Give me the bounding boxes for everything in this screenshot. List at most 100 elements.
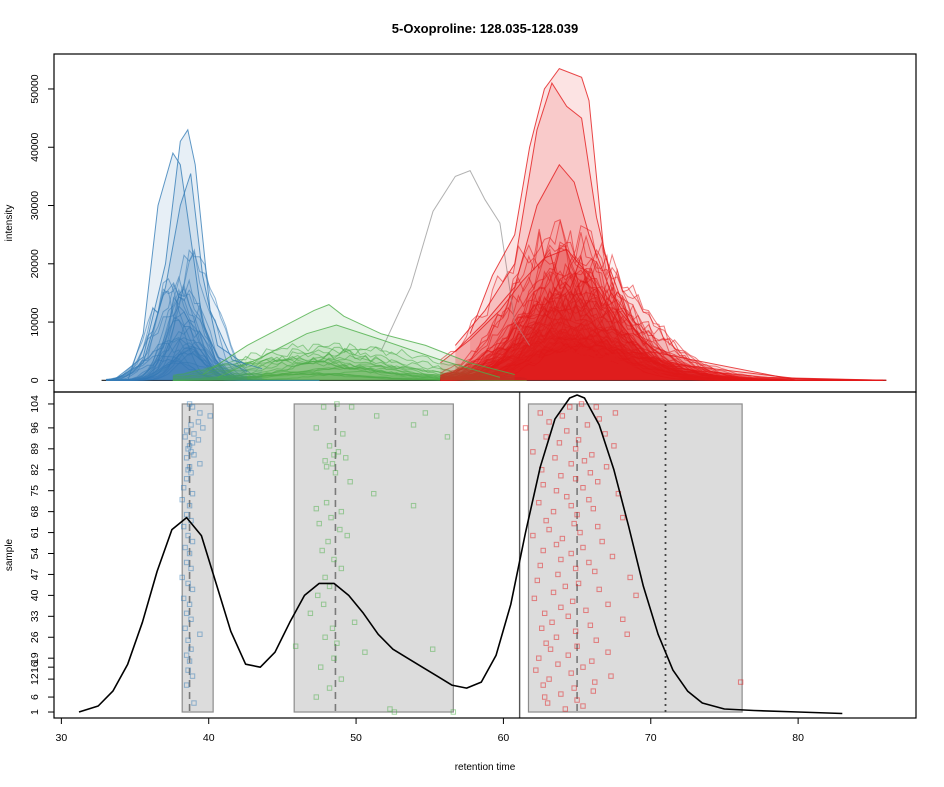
sample-point [292, 643, 299, 649]
sample-point [323, 464, 330, 470]
sample-point [562, 583, 569, 590]
sample-y-tick-label: 40 [29, 589, 41, 601]
sample-point [323, 499, 330, 506]
sample-point [571, 685, 577, 691]
intensity-trace-group1-fill [106, 343, 320, 381]
sample-point [555, 571, 561, 578]
sample-point [543, 517, 549, 524]
intensity-trace-group3-fill [440, 288, 883, 381]
sample-point [183, 476, 190, 482]
sample-point [429, 646, 436, 652]
intensity-peak-trace [202, 304, 515, 375]
sample-point [410, 502, 417, 509]
sample-point [595, 523, 601, 530]
intensity-trace-group1-fill [106, 290, 320, 381]
intensity-trace-group3-fill [440, 329, 883, 381]
intensity-peak-trace-fill [113, 129, 263, 381]
sample-point [737, 679, 744, 685]
sample-y-tick-label: 104 [29, 395, 41, 413]
intensity-trace-group3-fill [440, 220, 883, 381]
sample-point [577, 529, 583, 536]
intensity-trace-group1-fill [106, 311, 320, 381]
sample-point [344, 532, 350, 539]
intensity-trace-group3-fill [440, 295, 883, 381]
peak-region-box [527, 403, 743, 713]
intensity-trace-group1-fill [106, 280, 320, 381]
sample-point [531, 595, 538, 602]
sample-point [180, 523, 187, 530]
sample-point [583, 607, 589, 614]
intensity-trace-group3-fill [440, 337, 883, 381]
sample-point [186, 550, 193, 557]
intensity-trace-group1-fill [106, 305, 320, 381]
sample-point [537, 562, 543, 569]
chart-title: 5-Oxoproline: 128.035-128.039 [392, 21, 578, 36]
sample-point [540, 482, 546, 488]
sample-point [605, 649, 611, 655]
sample-point [627, 574, 633, 581]
sample-point [593, 637, 599, 643]
sample-point [574, 511, 580, 518]
intensity-axis-label: intensity [4, 205, 15, 242]
intensity-trace-group3-fill [440, 354, 883, 381]
intensity-trace-group3-fill [440, 288, 883, 381]
intensity-trace-group2-fill [172, 358, 527, 381]
intensity-y-tick-label: 0 [29, 377, 41, 383]
sample-point [189, 538, 196, 545]
intensity-trace-group3 [440, 224, 883, 381]
rt-tick-label: 50 [350, 732, 362, 744]
sample-y-tick-label: 89 [29, 443, 41, 455]
rt-tick-label: 80 [792, 732, 804, 744]
sample-point [550, 589, 557, 596]
sample-y-tick-label: 96 [29, 422, 41, 434]
sample-point [189, 673, 196, 679]
sample-point [331, 452, 337, 458]
intensity-y-tick-label: 40000 [29, 132, 41, 161]
sample-point [188, 565, 194, 572]
intensity-peak-trace-fill [455, 164, 798, 381]
intensity-trace-group3-fill [440, 343, 883, 381]
sample-point [185, 667, 191, 673]
sample-point [180, 485, 187, 491]
sample-y-tick-label: 6 [29, 694, 41, 700]
sample-point [572, 565, 579, 572]
sample-point [620, 514, 626, 521]
sample-point [189, 490, 196, 497]
sample-point [340, 431, 346, 437]
sample-point [553, 541, 560, 548]
sample-point [546, 419, 552, 425]
sample-point [191, 452, 197, 458]
sample-point [183, 652, 190, 658]
sample-point [609, 553, 616, 560]
intensity-trace-group3-fill [440, 326, 883, 381]
sample-point [547, 646, 554, 652]
intensity-peak-trace [113, 173, 248, 381]
sample-point [188, 449, 194, 455]
sample-point [580, 544, 586, 551]
sample-point [391, 709, 398, 715]
intensity-trace-group3-fill [440, 291, 883, 381]
sample-point [552, 455, 558, 461]
sample-point [608, 673, 614, 679]
sample-y-tick-label: 12 [29, 673, 41, 685]
sample-y-tick-label: 19 [29, 652, 41, 664]
sample-point [186, 502, 193, 509]
sample-point [603, 464, 610, 470]
sample-point [329, 461, 336, 467]
sample-point [322, 634, 328, 640]
sample-point [593, 404, 599, 410]
intensity-peak-trace [105, 151, 248, 381]
sample-point [331, 655, 337, 661]
intensity-y-tick-label: 30000 [29, 191, 41, 220]
sample-point [564, 493, 570, 500]
sample-point [549, 619, 555, 625]
sample-point [620, 616, 626, 623]
sample-y-tick-label: 75 [29, 485, 41, 497]
intensity-peak-trace-fill [470, 68, 887, 381]
sample-point [595, 479, 601, 485]
sample-point [373, 413, 380, 419]
sample-point [558, 604, 564, 611]
intensity-trace-group1-fill [106, 355, 320, 381]
